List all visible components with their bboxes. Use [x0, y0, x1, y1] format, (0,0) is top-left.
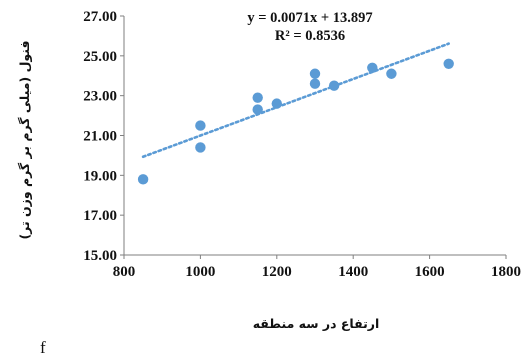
- axes: [120, 15, 507, 259]
- data-point: [443, 58, 454, 69]
- data-point: [328, 80, 340, 91]
- x-tick-label: 1000: [185, 264, 215, 280]
- x-tick-label: 1600: [415, 264, 445, 280]
- x-tick-label: 1800: [491, 264, 521, 280]
- x-tick-label: 800: [113, 264, 136, 280]
- trendline: [141, 42, 451, 159]
- y-tick-label: 21.00: [83, 129, 117, 145]
- data-point: [137, 174, 149, 185]
- y-tick-label: 27.00: [83, 9, 117, 25]
- tick-labels: 800 1000 1200 1400 1600 1800 15.00 17.00 19.00 21…: [83, 9, 521, 280]
- y-tick-label: 17.00: [83, 208, 117, 224]
- equation-label: y = 0.0071x + 13.897: [247, 10, 372, 26]
- x-axis-label: ارتفاع در سه منطقه: [253, 316, 380, 331]
- data-point: [252, 104, 263, 115]
- data-point: [195, 142, 206, 153]
- y-tick-label: 23.00: [83, 89, 117, 105]
- data-point: [386, 68, 397, 79]
- data-point: [309, 78, 321, 89]
- y-tick-label: 15.00: [83, 248, 117, 264]
- data-points: [137, 58, 454, 185]
- data-point: [309, 68, 321, 79]
- y-tick-label: 19.00: [83, 168, 117, 184]
- x-tick-label: 1400: [338, 264, 368, 280]
- panel-letter: f: [40, 338, 46, 357]
- x-tick-label: 1200: [262, 264, 292, 280]
- y-axis-label: فنول (میلی گرم بر گرم وزن تر): [17, 40, 33, 239]
- data-point: [252, 92, 263, 103]
- data-point: [367, 62, 378, 73]
- trendline-layer: [141, 42, 451, 159]
- y-tick-label: 25.00: [83, 49, 117, 65]
- r-squared-label: R² = 0.8536: [275, 28, 345, 44]
- data-point: [195, 120, 206, 131]
- data-point: [271, 98, 282, 109]
